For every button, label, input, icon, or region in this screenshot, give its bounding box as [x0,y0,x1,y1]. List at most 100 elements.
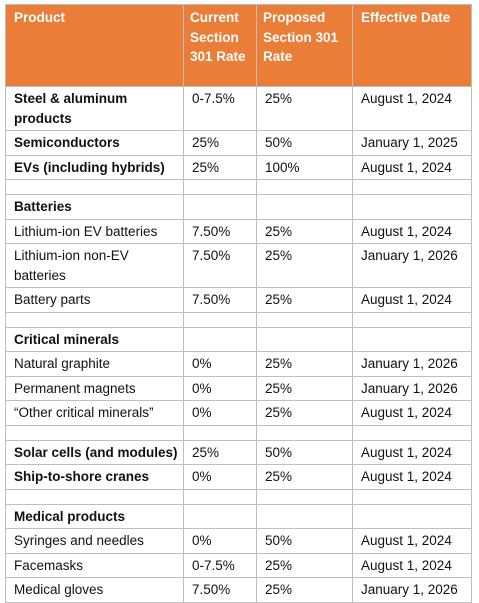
table-row: Lithium-ion non-EV batteries 7.50% 25% Janu… [5,243,472,288]
product-cell: Medical products [5,503,184,529]
spacer-cell [256,311,353,328]
spacer-row [5,179,472,195]
product-cell: EVs (including hybrids) [5,154,184,180]
spacer-cell [5,311,184,328]
spacer-cell [183,488,257,505]
effective-date-cell [352,326,472,352]
table-row: EVs (including hybrids) 25% 100% August 1, … [5,154,472,180]
product-cell: Natural graphite [5,351,184,377]
header-current-line-3: 301 Rate [190,49,246,64]
current-rate-cell: 25% [183,154,257,180]
table-row: Batteries [5,194,472,220]
effective-date-cell: January 1, 2025 [352,130,472,156]
proposed-rate-cell: 50% [256,528,353,554]
table-header: Product Current Section 301 Rate Propose… [5,4,472,87]
effective-date-cell: August 1, 2024 [352,86,472,131]
table-row: Natural graphite 0% 25% January 1, 2026 [5,351,472,377]
tariff-rates-table: Product Current Section 301 Rate Propose… [5,4,472,603]
spacer-row [5,311,472,328]
proposed-rate-cell: 100% [256,154,353,180]
spacer-cell [256,488,353,505]
current-rate-cell [183,326,257,352]
header-proposed-rate: Proposed Section 301 Rate [256,4,353,87]
current-rate-cell [183,194,257,220]
spacer-row [5,424,472,441]
product-cell: Lithium-ion EV batteries [5,218,184,244]
current-rate-cell: 25% [183,130,257,156]
proposed-rate-cell: 50% [256,439,353,465]
spacer-cell [352,179,472,195]
proposed-rate-cell: 25% [256,218,353,244]
effective-date-cell: August 1, 2024 [352,400,472,426]
table-row: “Other critical minerals” 0% 25% August 1, … [5,400,472,426]
current-rate-cell: 7.50% [183,218,257,244]
spacer-row [5,488,472,505]
current-rate-cell: 7.50% [183,243,257,288]
proposed-rate-cell: 25% [256,86,353,131]
product-cell: Battery parts [5,287,184,313]
header-row: Product Current Section 301 Rate Propose… [5,4,472,87]
proposed-rate-cell: 25% [256,464,353,490]
spacer-cell [5,424,184,441]
effective-date-cell: January 1, 2026 [352,243,472,288]
header-current-line-1: Current [190,10,239,25]
current-rate-cell: 25% [183,439,257,465]
spacer-cell [183,179,257,195]
current-rate-cell: 0% [183,400,257,426]
table-row: Semiconductors 25% 50% January 1, 2025 [5,130,472,156]
header-product: Product [5,4,184,87]
table-row: Syringes and needles 0% 50% August 1, 2024 [5,528,472,554]
product-cell: Semiconductors [5,130,184,156]
header-proposed-line-1: Proposed [263,10,326,25]
header-current-line-2: Section [190,29,239,45]
spacer-cell [183,424,257,441]
current-rate-cell: 0% [183,351,257,377]
table-row: Permanent magnets 0% 25% January 1, 2026 [5,375,472,401]
product-cell: Syringes and needles [5,528,184,554]
product-cell: Lithium-ion non-EV batteries [5,243,184,288]
spacer-cell [352,424,472,441]
spacer-cell [5,488,184,505]
proposed-rate-cell: 25% [256,375,353,401]
header-proposed-line-3: Rate [263,49,293,64]
table-row: Medical products [5,503,472,529]
current-rate-cell: 0% [183,528,257,554]
table-row: Steel & aluminum products 0-7.5% 25% August… [5,86,472,131]
proposed-rate-cell: 25% [256,400,353,426]
effective-date-cell: August 1, 2024 [352,439,472,465]
effective-date-cell: January 1, 2026 [352,351,472,377]
table-row: Solar cells (and modules) 25% 50% August 1,… [5,439,472,465]
effective-date-cell [352,194,472,220]
effective-date-cell: August 1, 2024 [352,528,472,554]
effective-date-cell: January 1, 2026 [352,375,472,401]
product-cell: Solar cells (and modules) [5,439,184,465]
proposed-rate-cell: 25% [256,552,353,578]
spacer-cell [183,311,257,328]
product-cell: “Other critical minerals” [5,400,184,426]
proposed-rate-cell: 25% [256,287,353,313]
table-row: Battery parts 7.50% 25% August 1, 2024 [5,287,472,313]
product-cell: Steel & aluminum products [5,86,184,131]
product-cell: Permanent magnets [5,375,184,401]
effective-date-cell: August 1, 2024 [352,154,472,180]
proposed-rate-cell: 25% [256,243,353,288]
current-rate-cell: 0-7.5% [183,86,257,131]
spacer-cell [352,488,472,505]
current-rate-cell: 0% [183,464,257,490]
proposed-rate-cell [256,503,353,529]
current-rate-cell [183,503,257,529]
spacer-cell [256,179,353,195]
effective-date-cell: August 1, 2024 [352,287,472,313]
header-proposed-line-2: Section 301 [263,29,339,45]
product-cell: Critical minerals [5,326,184,352]
spacer-cell [5,179,184,195]
spacer-cell [256,424,353,441]
header-current-rate: Current Section 301 Rate [183,4,257,87]
proposed-rate-cell: 50% [256,130,353,156]
page: Product Current Section 301 Rate Propose… [5,4,472,603]
product-cell: Ship-to-shore cranes [5,464,184,490]
table-row: Facemasks 0-7.5% 25% August 1, 2024 [5,552,472,578]
current-rate-cell: 7.50% [183,287,257,313]
current-rate-cell: 0% [183,375,257,401]
product-cell: Batteries [5,194,184,220]
